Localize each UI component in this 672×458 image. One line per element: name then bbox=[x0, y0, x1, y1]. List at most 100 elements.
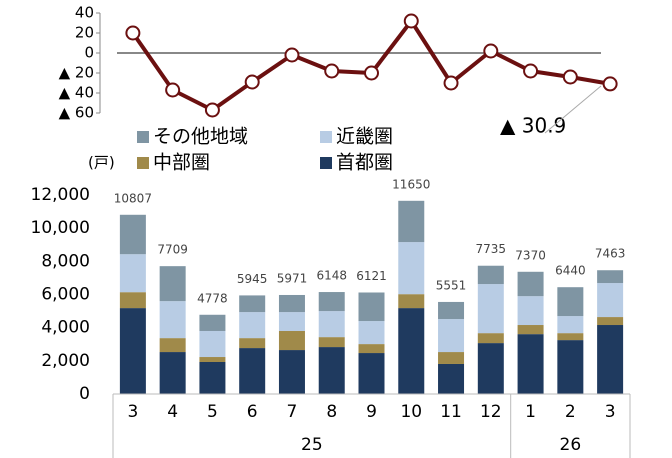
annotation: ▲ 30.9 bbox=[500, 114, 566, 138]
bar-segment bbox=[199, 314, 226, 331]
marker bbox=[483, 43, 499, 59]
marker bbox=[523, 63, 539, 79]
x-tick-label: 9 bbox=[366, 402, 377, 422]
bar-segment bbox=[358, 292, 385, 322]
x-tick-label: 3 bbox=[127, 402, 138, 422]
group-label: 26 bbox=[560, 435, 582, 455]
legend-label: 近畿圏 bbox=[336, 126, 393, 148]
bar-segment bbox=[557, 340, 584, 394]
bar-segment bbox=[199, 361, 226, 394]
y-tick-label: 0 bbox=[79, 384, 90, 404]
bar-segment bbox=[358, 344, 385, 354]
bar-segment bbox=[358, 321, 385, 345]
bar-segment bbox=[199, 330, 226, 358]
x-tick-label: 3 bbox=[605, 402, 616, 422]
y-tick-label: 6,000 bbox=[41, 285, 90, 305]
bar-segment bbox=[159, 266, 186, 302]
bar-segment bbox=[318, 347, 345, 394]
total-label: 7709 bbox=[157, 243, 188, 257]
marker bbox=[324, 63, 340, 79]
bar-segment bbox=[398, 294, 425, 309]
y-tick-label: 8,000 bbox=[41, 251, 90, 271]
bar-segment bbox=[159, 338, 186, 353]
marker bbox=[602, 76, 618, 92]
bar-segment bbox=[199, 357, 226, 362]
unit-label: (戸) bbox=[88, 154, 115, 172]
total-label: 7370 bbox=[515, 248, 546, 262]
bar-segment bbox=[239, 348, 266, 394]
bar-segment bbox=[119, 292, 146, 309]
total-label: 4778 bbox=[197, 291, 228, 305]
marker bbox=[364, 65, 379, 81]
total-label: 6148 bbox=[316, 269, 347, 283]
bar-segment bbox=[398, 242, 425, 295]
y-tick-label: ▲ 20 bbox=[59, 64, 94, 82]
legend-swatch bbox=[320, 131, 332, 143]
bar-segment bbox=[398, 200, 425, 243]
total-label: 11650 bbox=[392, 177, 430, 191]
y-tick-label: 10,000 bbox=[31, 218, 90, 238]
group-label: 25 bbox=[301, 435, 323, 455]
marker bbox=[443, 75, 459, 91]
y-tick-label: ▲ 40 bbox=[59, 84, 94, 102]
x-tick-label: 2 bbox=[565, 402, 576, 422]
bar-segment bbox=[438, 301, 465, 320]
bar-segment bbox=[597, 270, 624, 284]
total-label: 5945 bbox=[237, 272, 268, 286]
bar-segment bbox=[597, 325, 624, 394]
bar-segment bbox=[597, 283, 624, 318]
total-label: 7735 bbox=[476, 242, 507, 256]
bar-segment bbox=[438, 319, 465, 353]
bar-segment bbox=[239, 312, 266, 339]
bar-segment bbox=[557, 316, 584, 334]
x-tick-label: 12 bbox=[480, 402, 502, 422]
bar-segment bbox=[517, 334, 544, 394]
legend-swatch bbox=[137, 157, 149, 169]
bar-segment bbox=[119, 214, 146, 255]
y-tick-label: 4,000 bbox=[41, 318, 90, 338]
x-tick-label: 10 bbox=[400, 402, 422, 422]
bar-segment bbox=[477, 343, 504, 394]
y-tick-label: 12,000 bbox=[31, 185, 90, 205]
x-tick-label: 8 bbox=[326, 402, 337, 422]
marker bbox=[284, 47, 300, 63]
bar-segment bbox=[159, 301, 186, 339]
marker bbox=[403, 13, 419, 29]
total-label: 6440 bbox=[555, 264, 586, 278]
bar-segment bbox=[517, 296, 544, 326]
total-label: 7463 bbox=[595, 247, 626, 261]
bar-segment bbox=[239, 295, 266, 313]
legend-label: 首都圏 bbox=[336, 152, 393, 174]
bar-segment bbox=[318, 292, 345, 312]
bar-segment bbox=[318, 337, 345, 348]
bar-segment bbox=[477, 333, 504, 344]
bar-segment bbox=[557, 333, 584, 341]
bar-segment bbox=[278, 312, 305, 331]
bar-segment bbox=[517, 325, 544, 335]
bar-segment bbox=[438, 363, 465, 394]
x-tick-label: 11 bbox=[440, 402, 462, 422]
legend-label: 中部圏 bbox=[153, 152, 210, 174]
marker bbox=[165, 82, 181, 98]
bar-segment bbox=[557, 287, 584, 317]
bar-segment bbox=[278, 294, 305, 313]
bar-segment bbox=[159, 352, 186, 394]
bar-segment bbox=[278, 350, 305, 394]
marker bbox=[204, 102, 220, 118]
bar-segment bbox=[119, 254, 146, 293]
y-tick-label: 2,000 bbox=[41, 351, 90, 371]
x-tick-label: 1 bbox=[525, 402, 536, 422]
x-tick-label: 4 bbox=[167, 402, 178, 422]
bar-segment bbox=[119, 308, 146, 394]
bar-segment bbox=[278, 330, 305, 351]
bar-segment bbox=[239, 338, 266, 349]
bar-segment bbox=[517, 271, 544, 297]
bar-segment bbox=[477, 284, 504, 334]
total-label: 5551 bbox=[436, 278, 467, 292]
y-tick-label: 0 bbox=[84, 44, 94, 62]
leader-line bbox=[544, 85, 602, 134]
legend-swatch bbox=[320, 157, 332, 169]
x-tick-label: 5 bbox=[207, 402, 218, 422]
bar-segment bbox=[358, 353, 385, 394]
